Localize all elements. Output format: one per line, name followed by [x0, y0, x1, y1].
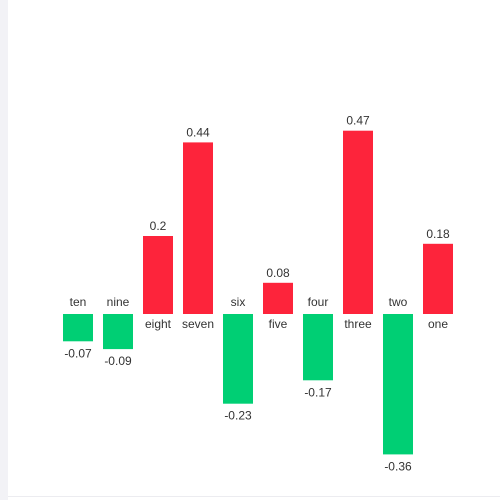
bar-nine [103, 314, 133, 350]
bar-one [423, 243, 453, 314]
value-label-four: -0.17 [304, 385, 332, 399]
value-label-five: 0.08 [266, 266, 290, 280]
category-label-two: two [389, 295, 408, 309]
category-label-five: five [269, 317, 288, 331]
value-label-two: -0.36 [384, 459, 412, 473]
category-label-nine: nine [107, 295, 130, 309]
value-label-one: 0.18 [426, 227, 450, 241]
value-label-ten: -0.07 [64, 346, 92, 360]
bar-four [303, 314, 333, 381]
value-label-nine: -0.09 [104, 354, 132, 368]
value-label-eight: 0.2 [150, 219, 167, 233]
bar-six [223, 314, 253, 404]
category-label-ten: ten [70, 295, 87, 309]
bar-eight [143, 236, 173, 314]
bottom-border [8, 496, 500, 497]
bar-three [343, 130, 373, 314]
value-label-three: 0.47 [346, 114, 370, 128]
category-label-six: six [231, 295, 246, 309]
bar-five [263, 282, 293, 314]
bar-two [383, 314, 413, 455]
left-panel-edge [0, 0, 8, 500]
category-label-eight: eight [145, 317, 172, 331]
category-label-seven: seven [182, 317, 214, 331]
category-label-four: four [308, 295, 329, 309]
category-label-one: one [428, 317, 448, 331]
value-label-six: -0.23 [224, 409, 252, 423]
bar-seven [183, 142, 213, 314]
bar-ten [63, 314, 93, 342]
category-label-three: three [344, 317, 372, 331]
value-label-seven: 0.44 [186, 125, 210, 139]
